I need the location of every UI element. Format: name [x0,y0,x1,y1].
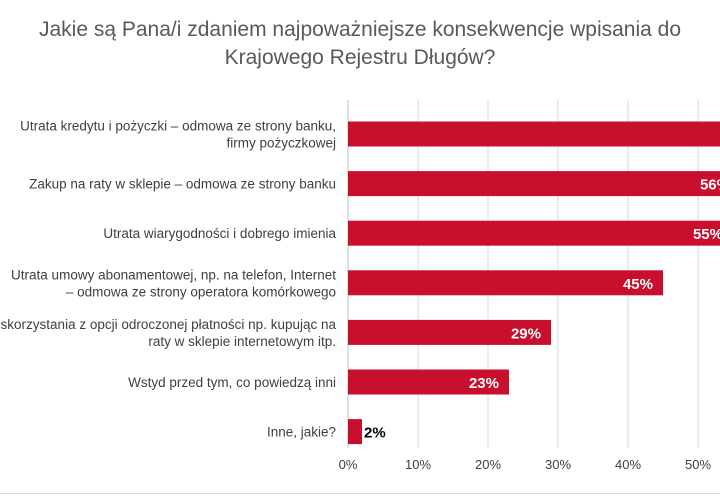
x-tick-label: 50% [685,457,711,472]
category-label: Inne, jakie? [267,425,336,440]
category-label: Wstyd przed tym, co powiedzą inni [128,375,336,390]
category-label: Brak możliwości skorzystania z opcji odr… [0,317,336,349]
x-tick-label: 20% [475,457,501,472]
bar-7 [348,419,362,445]
value-label: 45% [623,276,653,293]
x-tick-label: 0% [339,457,358,472]
value-label: 55% [693,226,720,243]
bar-1 [348,121,720,147]
value-label: 23% [469,375,499,392]
value-label: 2% [364,425,386,442]
bar-2 [348,171,720,197]
chart-title: Jakie są Pana/i zdaniem najpoważniejsze … [0,16,720,72]
bar-4 [348,270,663,296]
value-label: 56% [700,177,720,194]
x-tick-label: 40% [615,457,641,472]
bar-5 [348,319,551,345]
x-tick-label: 10% [405,457,431,472]
category-label: Utrata wiarygodności i dobrego imienia [103,226,336,241]
bar-6 [348,369,509,395]
chart-frame-bottom [0,493,720,494]
category-label: Zakup na raty w sklepie – odmowa ze stro… [29,177,336,192]
chart-title-line-1: Jakie są Pana/i zdaniem najpoważniejsze … [38,18,682,41]
x-tick-label: 30% [545,457,571,472]
chart-title-line-2: Krajowego Rejestru Długów? [224,46,496,69]
bar-3 [348,220,720,246]
category-label: Utrata umowy abonamentowej, np. na telef… [11,267,336,299]
value-label: 29% [511,325,541,342]
category-label: Utrata kredytu i pożyczki – odmowa ze st… [20,119,336,151]
